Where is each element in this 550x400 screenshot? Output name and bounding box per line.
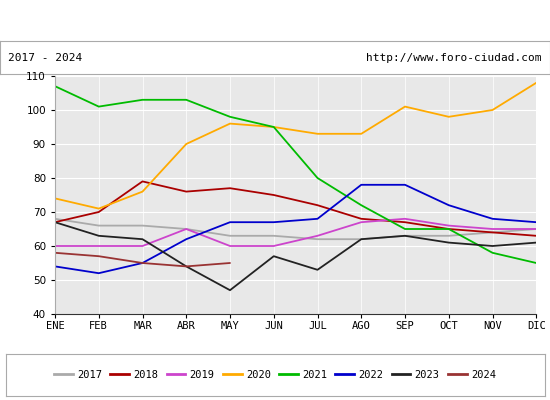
- Text: 2017 - 2024: 2017 - 2024: [8, 53, 82, 63]
- Text: http://www.foro-ciudad.com: http://www.foro-ciudad.com: [366, 53, 542, 63]
- Legend: 2017, 2018, 2019, 2020, 2021, 2022, 2023, 2024: 2017, 2018, 2019, 2020, 2021, 2022, 2023…: [50, 366, 500, 384]
- Text: Evolucion del paro registrado en Gualba: Evolucion del paro registrado en Gualba: [97, 14, 453, 28]
